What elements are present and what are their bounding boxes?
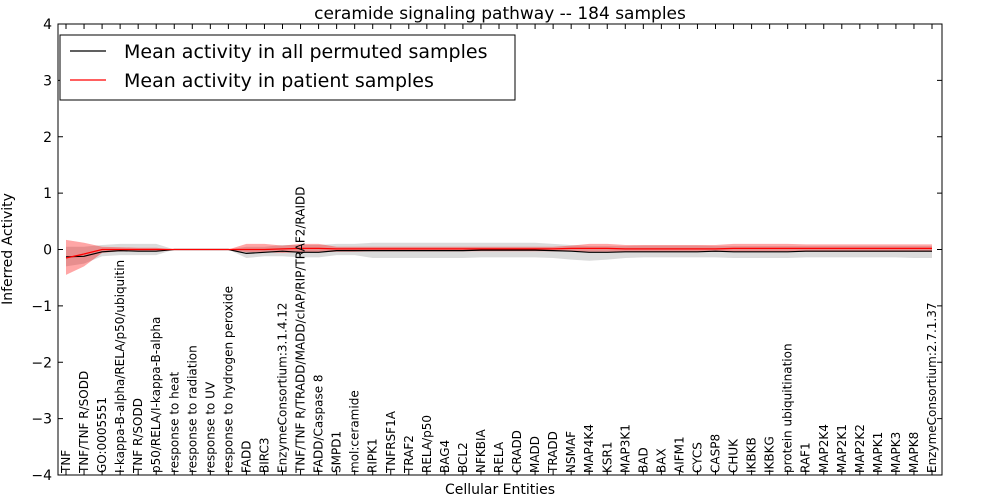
x-tick-label: BAD [636, 447, 650, 473]
x-tick-label: TRAF2 [402, 435, 416, 474]
x-tick-label: CHUK [727, 438, 741, 473]
x-axis-ticks: TNF TNF/TNF R/SODD GO:0005551 I-kappa-B-alp… [59, 24, 939, 475]
x-tick-label: RAF1 [799, 442, 813, 473]
y-tick-label: −2 [31, 355, 52, 371]
x-tick-label: EnzymeConsortium:3.1.4.12 [276, 302, 290, 473]
chart-title: ceramide signaling pathway -- 184 sample… [314, 4, 686, 24]
x-tick-label: response to heat [167, 371, 181, 473]
y-tick-label: 0 [43, 243, 52, 259]
x-tick-label: AIFM1 [672, 436, 686, 473]
x-tick-label: protein ubiquitination [781, 343, 795, 473]
x-tick-label: CRADD [510, 430, 524, 473]
x-tick-label: SMPD1 [330, 431, 344, 473]
x-tick-label: MAP3K1 [618, 424, 632, 473]
legend-label-patient: Mean activity in patient samples [124, 70, 434, 92]
x-tick-label: response to radiation [185, 345, 199, 473]
x-tick-label: NSMAF [564, 431, 578, 473]
x-tick-label: I-kappa-B-alpha/RELA/p50/ubiquitin [113, 260, 127, 473]
x-tick-label: IKBKG [763, 436, 777, 473]
x-tick-label: KSR1 [600, 442, 614, 473]
x-tick-label: MAPK8 [907, 432, 921, 473]
x-tick-label: BIRC3 [258, 437, 272, 473]
x-tick-label: EnzymeConsortium:2.7.1.37 [925, 302, 939, 473]
x-tick-label: mol:ceramide [348, 390, 362, 473]
x-tick-label: TNF/TNF R/SODD [77, 371, 91, 474]
y-axis-label: Inferred Activity [0, 193, 16, 305]
x-tick-label: TNF R/SODD [131, 398, 145, 474]
x-tick-label: BAG4 [438, 440, 452, 473]
x-tick-label: MAP4K4 [582, 424, 596, 473]
x-tick-label: MAP2K4 [817, 424, 831, 473]
x-tick-label: MADD [528, 436, 542, 473]
x-tick-label: IKBKB [745, 437, 759, 473]
y-tick-label: 1 [43, 186, 52, 202]
x-tick-label: CASP8 [709, 434, 723, 473]
x-tick-label: response to hydrogen peroxide [221, 286, 235, 473]
y-axis-ticks: −4 −3 −2 −1 0 1 2 3 4 [31, 17, 942, 484]
legend-box [59, 34, 516, 101]
x-tick-label: MAP2K2 [853, 424, 867, 473]
x-tick-label: RELA/p50 [420, 415, 434, 473]
x-tick-label: CYCS [691, 442, 705, 473]
x-tick-label: FADD [239, 441, 253, 474]
legend-label-permuted: Mean activity in all permuted samples [124, 41, 487, 63]
x-tick-label: RELA [492, 441, 506, 473]
x-tick-label: MAP2K1 [835, 424, 849, 473]
x-tick-label: RIPK1 [366, 438, 380, 473]
line-patient [65, 247, 932, 259]
x-tick-label: MAPK3 [889, 432, 903, 473]
y-tick-label: −1 [31, 299, 52, 315]
x-tick-label: TRADD [546, 431, 560, 474]
y-tick-label: 4 [43, 17, 52, 33]
x-tick-label: response to UV [203, 381, 217, 473]
x-tick-label: TNFRSF1A [384, 410, 398, 474]
x-tick-label: TNF [59, 450, 73, 474]
x-tick-label: BCL2 [456, 442, 470, 473]
x-tick-label: BAX [654, 448, 668, 473]
x-tick-label: TNF/TNF R/TRADD/MADD/cIAP/RIP/TRAF2/RAID… [294, 187, 308, 475]
x-tick-label: NFKBIA [474, 428, 488, 473]
y-tick-label: 3 [43, 73, 52, 89]
y-tick-label: −3 [31, 412, 52, 428]
x-tick-label: p50/RELA/I-kappa-B-alpha [149, 317, 163, 473]
legend: Mean activity in all permuted samples Me… [59, 34, 516, 101]
series-lines [65, 247, 932, 259]
y-tick-label: 2 [43, 130, 52, 146]
x-tick-label: MAPK1 [871, 432, 885, 473]
x-axis-label: Cellular Entities [445, 482, 555, 498]
y-tick-label: −4 [31, 468, 52, 484]
x-tick-label: GO:0005551 [95, 397, 109, 473]
x-tick-label: FADD/Caspase 8 [312, 374, 326, 473]
